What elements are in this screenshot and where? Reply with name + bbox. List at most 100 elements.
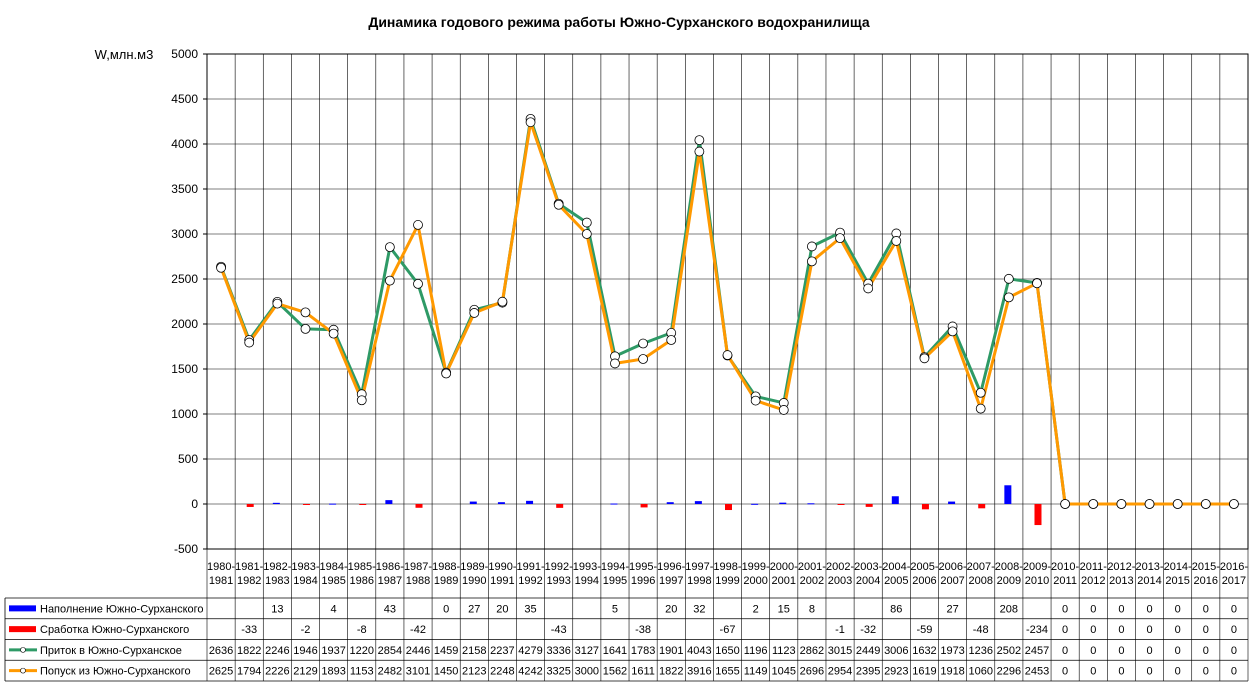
x-tick-label: 1982- [263,561,291,573]
data-point [807,241,817,252]
data-point [694,146,705,157]
x-tick-label: 2012 [1081,575,1105,587]
table-cell: 2449 [856,645,880,657]
table-cell: 0 [1203,624,1209,636]
table-cell: 0 [1062,645,1068,657]
x-tick-label: 1988 [406,575,430,587]
bar [385,500,393,504]
table-cell: 0 [443,603,449,615]
x-tick-label: 1989 [434,575,458,587]
table-cell: 0 [1175,645,1181,657]
data-point [1116,499,1127,509]
table-cell: 2226 [265,666,289,678]
legend-key-marker [20,647,26,653]
table-cell: 3916 [687,666,711,678]
data-point [553,199,564,210]
table-cell: 1236 [968,645,992,657]
table-cell: 27 [468,603,480,615]
data-point [975,387,986,398]
table-cell: 1937 [321,645,345,657]
table-cell: 0 [1090,603,1096,615]
table-cell: 2246 [265,645,289,657]
table-cell: 2954 [828,666,852,678]
data-point [1200,499,1211,509]
bar [865,504,873,507]
table-cell: -43 [551,624,567,636]
table-cell: -234 [1026,624,1048,636]
x-tick-label: 2008 [968,575,992,587]
table-cell: 2129 [293,666,317,678]
y-tick-label: 500 [178,452,198,466]
y-tick-label: 3500 [171,182,198,196]
x-tick-label: 1983 [265,575,289,587]
table-cell: 3336 [546,645,570,657]
table-cell: 2625 [209,666,233,678]
table-cell: 27 [946,603,958,615]
table-cell: 0 [1175,666,1181,678]
table-cell: 1149 [744,666,768,678]
table-cell: 1450 [434,666,458,678]
data-point [750,395,761,406]
x-tick-label: 2008- [995,561,1023,573]
x-tick-label: 1986 [350,575,374,587]
legend-label: Сработка Южно-Сурханского [40,624,189,636]
data-point [722,350,733,360]
table-cell: 0 [1062,666,1068,678]
table-cell: 20 [665,603,677,615]
x-tick-label: 2000- [770,561,798,573]
table-cell: -67 [720,624,736,636]
data-point [638,354,648,364]
table-cell: -32 [860,624,876,636]
data-point [1229,499,1239,509]
data-point [581,229,592,239]
data-point [1172,499,1183,509]
table-cell: 0 [1203,645,1209,657]
legend-label: Попуск из Южно-Сурханского [40,666,191,678]
x-tick-label: 1998- [713,561,741,573]
bar [751,503,759,505]
table-cell: 1794 [237,666,261,678]
x-tick-label: 2004 [856,575,880,587]
data-point [778,405,789,415]
data-point [1003,292,1014,303]
data-point [581,217,592,228]
y-tick-label: 3000 [171,227,198,241]
bar [694,501,702,504]
table-cell: 208 [1000,603,1018,615]
table-cell: 1901 [659,645,683,657]
x-tick-label: 1985 [321,575,345,587]
data-point [947,326,958,337]
data-point [244,337,255,348]
table-cell: 2158 [462,645,486,657]
table-cell: 1822 [237,645,261,657]
data-point [525,117,536,128]
x-tick-label: 2001- [798,561,826,573]
data-point [1060,499,1071,509]
legend-label: Приток в Южно-Сурханское [40,645,182,657]
table-cell: 2395 [856,666,880,678]
x-tick-label: 2003 [828,575,852,587]
x-tick-label: 1990 [462,575,486,587]
data-point [272,298,283,309]
data-point [384,275,395,286]
x-tick-label: 1983- [291,561,319,573]
bar [497,502,505,504]
table-cell: 3127 [575,645,599,657]
x-tick-label: 1993 [546,575,570,587]
table-cell: -8 [357,624,367,636]
x-tick-label: 1995 [603,575,627,587]
x-tick-label: 2016 [1194,575,1218,587]
table-cell: 2123 [462,666,486,678]
table-cell: 43 [384,603,396,615]
table-cell: 1562 [603,666,627,678]
x-tick-label: 2016- [1220,561,1248,573]
bar [469,501,477,504]
x-tick-label: 1985- [348,561,376,573]
x-tick-label: 2001 [772,575,796,587]
table-cell: 0 [1090,624,1096,636]
y-axis-label: W,млн.м3 [95,47,154,62]
x-tick-label: 2010 [1025,575,1049,587]
x-tick-label: 1990- [488,561,516,573]
data-point [863,283,874,294]
